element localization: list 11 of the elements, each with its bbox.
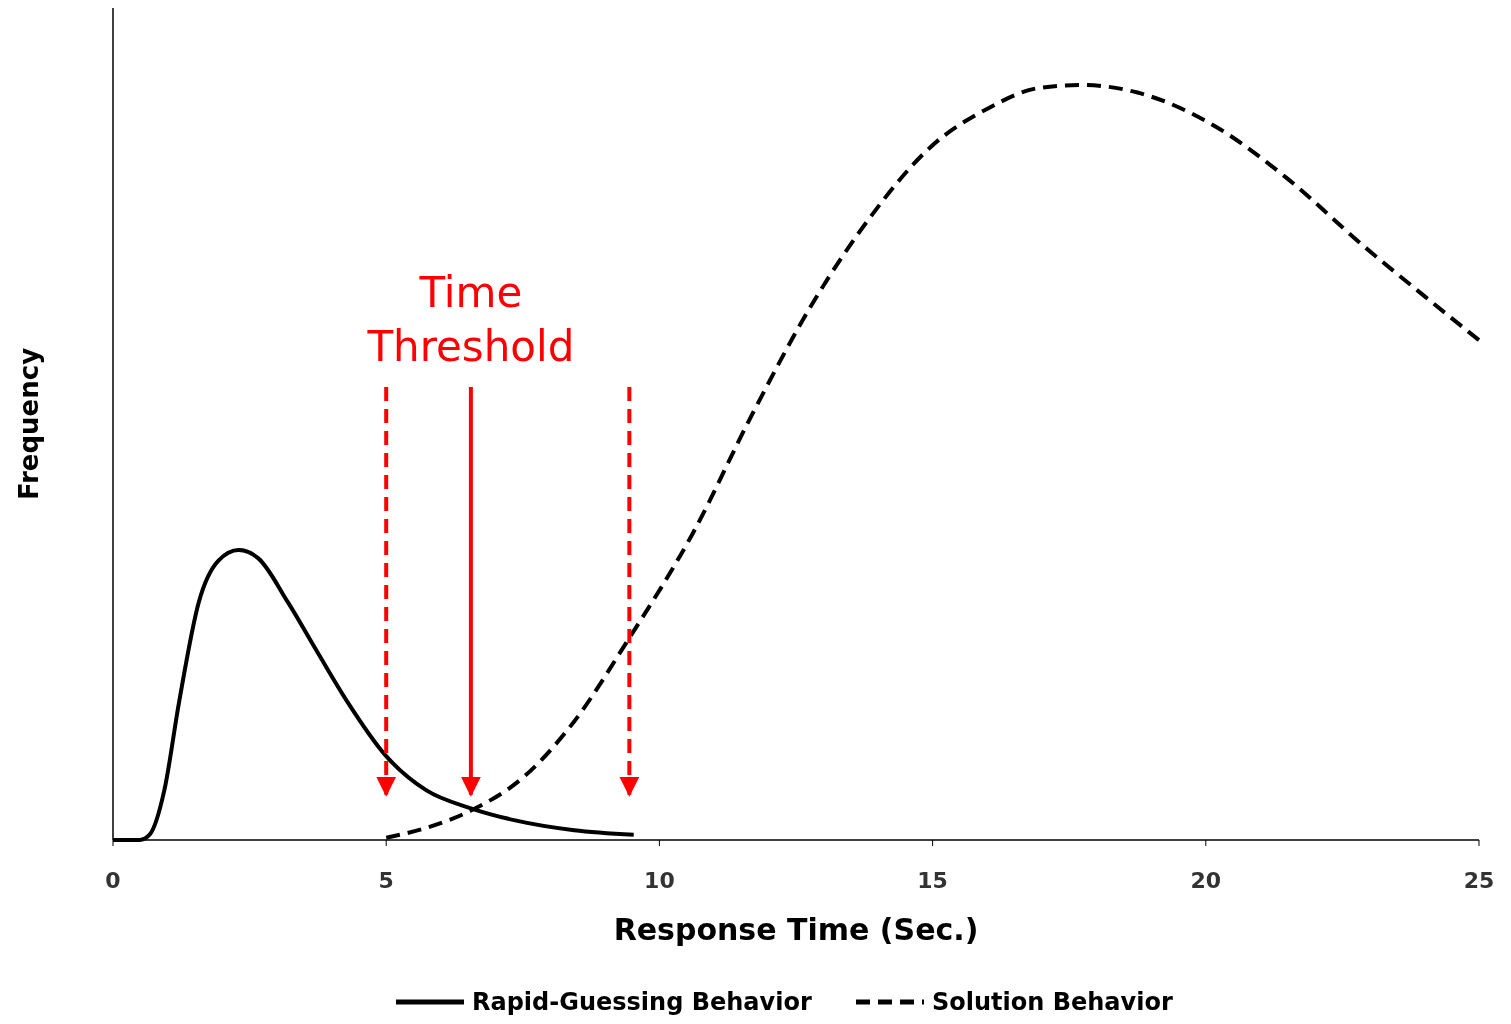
- x-tick-label: 0: [105, 868, 121, 893]
- x-tick-label: 5: [378, 868, 394, 893]
- x-axis-title: Response Time (Sec.): [613, 912, 979, 947]
- y-axis-title: Frequency: [14, 347, 44, 501]
- x-tick-label: 10: [644, 868, 675, 893]
- x-tick-label: 25: [1463, 868, 1495, 893]
- ref-line-label: Time Threshold: [366, 268, 575, 371]
- x-tick-label: 15: [917, 868, 948, 893]
- legend-label: Rapid-Guessing Behavior: [472, 988, 812, 1016]
- legend-label: Solution Behavior: [932, 988, 1173, 1016]
- x-tick-label: 20: [1190, 868, 1222, 893]
